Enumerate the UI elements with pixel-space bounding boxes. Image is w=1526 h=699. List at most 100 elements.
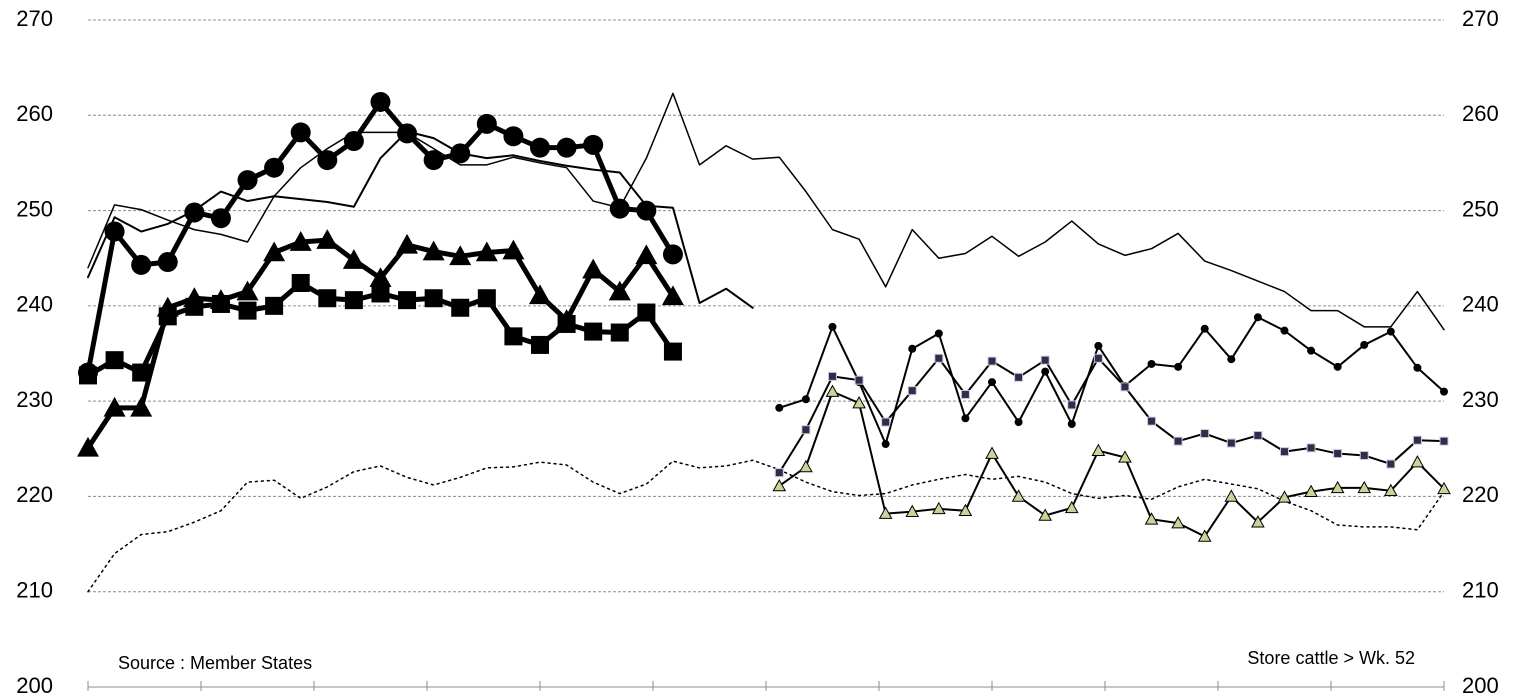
marker xyxy=(263,241,286,262)
marker xyxy=(424,289,443,308)
series-line xyxy=(87,459,1445,593)
marker xyxy=(184,202,205,223)
marker xyxy=(799,459,813,473)
marker xyxy=(289,231,312,251)
marker xyxy=(1040,355,1050,365)
y-tick-label: 270 xyxy=(16,6,53,31)
marker xyxy=(449,245,472,266)
marker xyxy=(1224,489,1239,502)
marker xyxy=(1041,367,1050,376)
y-tick-label: 210 xyxy=(16,578,53,603)
y2-tick-label: 220 xyxy=(1462,482,1499,507)
marker xyxy=(1093,353,1103,363)
y2-tick-label: 240 xyxy=(1462,292,1499,317)
marker xyxy=(183,287,206,308)
marker xyxy=(344,291,363,310)
marker xyxy=(265,296,284,315)
marker xyxy=(1304,484,1318,497)
series-line xyxy=(778,316,1445,446)
marker xyxy=(209,289,232,309)
marker xyxy=(397,123,418,144)
marker xyxy=(801,395,810,404)
marker xyxy=(371,284,390,303)
marker xyxy=(237,170,258,191)
marker xyxy=(451,298,470,317)
marker xyxy=(476,113,497,134)
marker xyxy=(1171,516,1185,529)
marker xyxy=(961,414,970,423)
marker xyxy=(105,351,124,370)
y2-tick-label: 250 xyxy=(1462,196,1499,221)
marker xyxy=(79,366,97,385)
chart-note: Store cattle > Wk. 52 xyxy=(1247,648,1415,668)
marker xyxy=(503,126,524,147)
marker xyxy=(1227,355,1236,364)
marker xyxy=(423,150,444,171)
marker xyxy=(934,353,944,363)
marker xyxy=(1360,340,1369,349)
marker xyxy=(1359,450,1369,460)
marker xyxy=(475,241,498,262)
marker xyxy=(1307,346,1316,355)
marker xyxy=(1038,508,1053,521)
marker xyxy=(663,342,682,361)
marker xyxy=(316,229,339,249)
marker xyxy=(584,322,603,341)
marker xyxy=(854,375,864,385)
marker xyxy=(987,356,997,366)
marker xyxy=(1413,363,1422,372)
marker xyxy=(396,233,419,254)
marker xyxy=(635,244,658,265)
marker xyxy=(1174,362,1183,371)
marker xyxy=(1410,455,1425,468)
marker xyxy=(1437,481,1451,495)
marker xyxy=(582,258,605,279)
y-tick-label: 200 xyxy=(16,673,53,698)
marker xyxy=(1306,443,1316,453)
marker xyxy=(1067,400,1077,410)
marker xyxy=(264,157,285,178)
marker xyxy=(636,200,657,221)
marker xyxy=(1147,416,1157,426)
marker xyxy=(827,371,837,381)
marker xyxy=(988,378,996,387)
marker xyxy=(422,240,445,261)
marker xyxy=(1120,382,1130,392)
marker xyxy=(1386,327,1395,336)
marker xyxy=(610,323,629,342)
marker xyxy=(852,396,866,409)
marker xyxy=(291,273,310,292)
y2-tick-label: 200 xyxy=(1462,673,1499,698)
y2-tick-label: 210 xyxy=(1462,578,1499,603)
marker xyxy=(1226,438,1236,448)
marker xyxy=(236,280,259,301)
marker xyxy=(1094,341,1103,350)
marker xyxy=(369,267,392,288)
marker xyxy=(156,296,179,317)
marker xyxy=(662,244,683,265)
marker xyxy=(130,396,153,417)
marker xyxy=(157,252,178,273)
marker xyxy=(504,327,523,346)
marker xyxy=(960,389,970,399)
marker xyxy=(908,344,917,353)
y2-tick-label: 230 xyxy=(1462,387,1499,412)
marker xyxy=(531,335,549,354)
y2-tick-label: 260 xyxy=(1462,101,1499,126)
marker xyxy=(477,289,496,308)
marker xyxy=(661,285,684,306)
series-line xyxy=(778,357,1445,474)
marker xyxy=(1277,490,1292,503)
marker xyxy=(342,249,365,269)
marker xyxy=(210,208,231,229)
marker xyxy=(1064,500,1079,514)
marker xyxy=(905,504,920,517)
marker xyxy=(801,425,811,435)
marker xyxy=(1412,435,1422,445)
marker xyxy=(238,301,257,320)
marker xyxy=(828,322,837,331)
marker xyxy=(530,137,550,158)
source-note: Source : Member States xyxy=(118,653,312,673)
marker xyxy=(1067,420,1076,429)
